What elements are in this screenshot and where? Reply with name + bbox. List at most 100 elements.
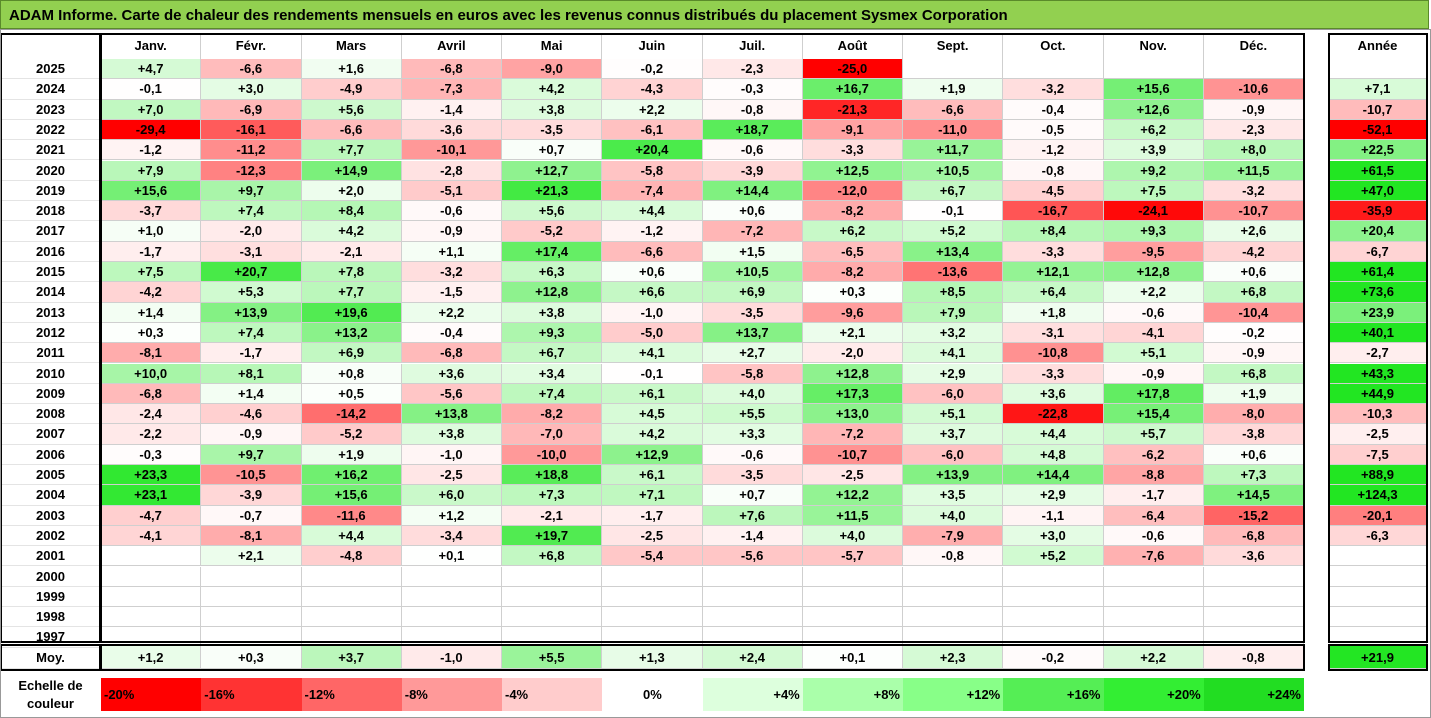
- heatmap-cell: -3,2: [1203, 180, 1304, 202]
- heatmap-cell: +9,7: [201, 180, 302, 202]
- heatmap-cell: +7,1: [602, 485, 703, 506]
- heatmap-cell: -2,5: [602, 525, 703, 547]
- heatmap-cell: -1,2: [101, 140, 202, 161]
- heatmap-cell: +0,6: [702, 201, 803, 222]
- heatmap-cell: -5,8: [602, 160, 703, 181]
- color-scale-swatch: +8%: [802, 678, 903, 711]
- heatmap-cell: [1203, 566, 1304, 587]
- column-header: Janv.: [101, 33, 202, 59]
- heatmap-cell: -2,0: [802, 343, 903, 364]
- annual-cell: [1329, 59, 1427, 80]
- heatmap-cell: +5,2: [1003, 546, 1104, 567]
- heatmap-cell: +6,2: [1103, 119, 1204, 141]
- heatmap-cell: [502, 586, 603, 608]
- annual-cell: +20,4: [1329, 221, 1427, 242]
- heatmap-cell: -9,6: [802, 302, 903, 323]
- year-label: 2014: [0, 282, 101, 303]
- heatmap-cell: +8,0: [1203, 140, 1304, 161]
- heatmap-cell: -5,2: [502, 221, 603, 242]
- heatmap-cell: -16,1: [201, 119, 302, 141]
- heatmap-cell: +9,3: [1103, 221, 1204, 242]
- heatmap-cell: -4,3: [602, 79, 703, 100]
- heatmap-cell: +7,5: [1103, 180, 1204, 202]
- heatmap-cell: +3,9: [1103, 140, 1204, 161]
- heatmap-cell: -12,0: [802, 180, 903, 202]
- heatmap-cell: [903, 607, 1004, 628]
- column-header: Déc.: [1204, 33, 1304, 59]
- color-scale-label: Echelle de couleur: [18, 678, 83, 711]
- heatmap-cell: +15,4: [1103, 404, 1204, 425]
- annual-cell: +88,9: [1329, 465, 1427, 486]
- heatmap-cell: +0,6: [602, 262, 703, 283]
- heatmap-cell: -0,6: [1103, 302, 1204, 323]
- heatmap-cell: +17,8: [1103, 383, 1204, 405]
- heatmap-cell: +3,0: [1003, 525, 1104, 547]
- heatmap-cell: [802, 607, 903, 628]
- heatmap-cell: [802, 586, 903, 608]
- heatmap-cell: +4,0: [702, 383, 803, 405]
- average-cell: +1,2: [101, 646, 202, 669]
- heatmap-cell: -4,7: [101, 505, 202, 526]
- heatmap-cell: -4,9: [301, 79, 402, 100]
- year-label: 2011: [0, 343, 101, 364]
- heatmap-cell: -11,6: [301, 505, 402, 526]
- heatmap-cell: +4,1: [903, 343, 1004, 364]
- heatmap-cell: [101, 586, 202, 608]
- heatmap-cell: -9,5: [1103, 241, 1204, 262]
- heatmap-cell: +4,4: [301, 525, 402, 547]
- heatmap-cell: -5,6: [401, 383, 502, 405]
- year-label: 2006: [0, 445, 101, 465]
- year-label: 2017: [0, 221, 101, 242]
- annual-cell: +7,1: [1329, 79, 1427, 100]
- year-label: 1998: [0, 607, 101, 628]
- average-cell: +0,1: [802, 646, 903, 669]
- heatmap-cell: +10,0: [101, 363, 202, 384]
- heatmap-cell: [101, 607, 202, 628]
- heatmap-cell: -0,1: [602, 363, 703, 384]
- chart-title: ADAM Informe. Carte de chaleur des rende…: [0, 0, 1429, 29]
- year-label: 2021: [0, 140, 101, 161]
- heatmap-cell: [702, 586, 803, 608]
- heatmap-cell: +9,2: [1103, 160, 1204, 181]
- heatmap-cell: +3,8: [502, 302, 603, 323]
- heatmap-cell: -0,9: [1203, 99, 1304, 120]
- heatmap-cell: [702, 566, 803, 587]
- year-label: 2012: [0, 323, 101, 344]
- heatmap-cell: -1,4: [401, 99, 502, 120]
- heatmap-cell: -29,4: [101, 119, 202, 141]
- annual-cell: -20,1: [1329, 505, 1427, 526]
- heatmap-cell: +4,5: [602, 404, 703, 425]
- heatmap-cell: -2,1: [301, 241, 402, 262]
- heatmap-cell: +1,9: [1203, 383, 1304, 405]
- heatmap-cell: +3,5: [903, 485, 1004, 506]
- heatmap-cell: [1103, 59, 1204, 80]
- heatmap-cell: -14,2: [301, 404, 402, 425]
- average-cell: +2,2: [1103, 646, 1204, 669]
- column-header: Juin: [602, 33, 703, 59]
- heatmap-cell: +23,1: [101, 485, 202, 506]
- heatmap-cell: -3,3: [802, 140, 903, 161]
- heatmap-cell: -16,7: [1003, 201, 1104, 222]
- average-cell: -0,8: [1203, 646, 1304, 669]
- heatmap-cell: -5,6: [702, 546, 803, 567]
- heatmap-cell: +20,7: [201, 262, 302, 283]
- heatmap-cell: -9,1: [802, 119, 903, 141]
- heatmap-cell: -6,0: [903, 383, 1004, 405]
- heatmap-cell: [1003, 586, 1104, 608]
- annual-cell: -35,9: [1329, 201, 1427, 222]
- heatmap-cell: +7,4: [201, 322, 302, 344]
- heatmap-cell: +3,7: [903, 424, 1004, 445]
- heatmap-cell: [1103, 607, 1204, 628]
- heatmap-cell: [1003, 566, 1104, 587]
- heatmap-cell: +0,6: [1203, 444, 1304, 465]
- column-header: Févr.: [201, 33, 302, 59]
- heatmap-cell: +1,4: [101, 302, 202, 323]
- heatmap-cell: -0,9: [1203, 343, 1304, 364]
- annual-cell: -52,1: [1329, 119, 1427, 141]
- annual-cell: [1329, 546, 1427, 567]
- heatmap-cell: +7,6: [702, 505, 803, 526]
- color-scale-swatch: -16%: [201, 678, 302, 711]
- year-label: 2016: [0, 242, 101, 262]
- heatmap-cell: +23,3: [101, 465, 202, 486]
- heatmap-cell: +10,5: [702, 262, 803, 283]
